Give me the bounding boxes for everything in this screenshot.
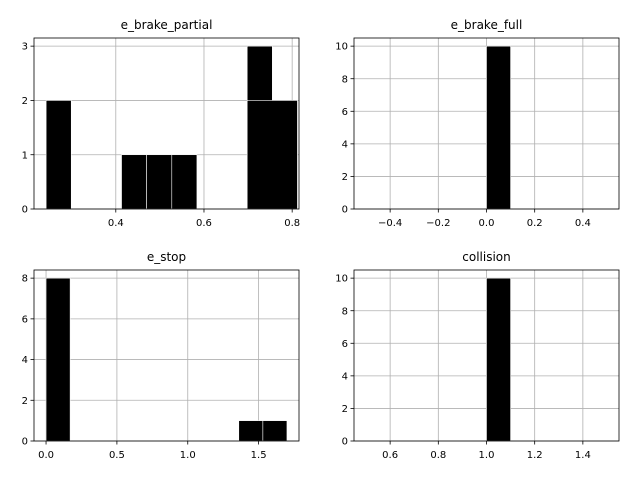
x-tick-label: −0.2 — [426, 218, 450, 229]
histogram-overlay-bar — [246, 100, 298, 210]
y-tick-label: 10 — [335, 42, 348, 53]
x-tick-label: 1.5 — [251, 450, 267, 461]
y-tick-label: 3 — [22, 42, 28, 53]
y-tick-label: 0 — [342, 437, 348, 448]
plot-area — [34, 270, 299, 441]
histogram-bar — [171, 154, 198, 210]
y-tick-label: 8 — [22, 274, 28, 285]
y-tick-label: 2 — [22, 96, 28, 107]
y-tick-label: 6 — [342, 339, 348, 350]
panel-e-brake-full: −0.4 −0.2 0.0 0.2 0.4 0 2 4 6 8 10 e_brake_full — [335, 18, 620, 229]
y-tick-label: 2 — [342, 172, 348, 183]
histogram-bar — [121, 154, 147, 210]
histogram-bar — [486, 45, 511, 210]
y-tick-label: 0 — [22, 437, 28, 448]
panel-e-stop: 0.0 0.5 1.0 1.5 0 2 4 6 8 e_stop — [22, 250, 300, 461]
chart-title: e_stop — [147, 250, 186, 264]
y-tick-label: 6 — [342, 107, 348, 118]
y-tick-label: 10 — [335, 274, 348, 285]
histogram-bar — [238, 420, 264, 442]
x-tick-label: 1.0 — [180, 450, 196, 461]
chart-title: e_brake_full — [451, 18, 523, 32]
axes-frame — [33, 37, 300, 210]
chart-title: e_brake_partial — [121, 18, 213, 32]
x-tick-label: 1.4 — [575, 450, 591, 461]
panel-collision: 0.6 0.8 1.0 1.2 1.4 0 2 4 6 8 10 collision — [335, 250, 620, 461]
y-tick-label: 0 — [22, 205, 28, 216]
histogram-bar — [45, 100, 72, 210]
x-tick-label: 0.0 — [38, 450, 54, 461]
axes-frame — [33, 269, 300, 442]
x-tick-label: 0.4 — [108, 218, 124, 229]
x-tick-label: 1.2 — [527, 450, 543, 461]
x-tick-label: 1.0 — [479, 450, 495, 461]
y-tick-label: 8 — [342, 306, 348, 317]
y-tick-label: 4 — [22, 355, 28, 366]
y-tick-label: 2 — [22, 396, 28, 407]
x-tick-label: 0.6 — [382, 450, 398, 461]
y-tick-label: 4 — [342, 139, 348, 150]
y-tick-label: 4 — [342, 371, 348, 382]
x-tick-label: 0.8 — [284, 218, 300, 229]
x-tick-label: 0.5 — [109, 450, 125, 461]
y-tick-label: 2 — [342, 404, 348, 415]
y-tick-label: 1 — [22, 150, 28, 161]
histogram-bar — [146, 154, 173, 210]
panel-e-brake-partial: 0.4 0.6 0.8 0 1 2 3 e_brake_partial — [22, 18, 300, 229]
y-tick-label: 6 — [22, 314, 28, 325]
x-tick-label: 0.4 — [575, 218, 591, 229]
x-tick-label: 0.0 — [479, 218, 495, 229]
chart-title: collision — [462, 250, 510, 264]
x-tick-label: 0.2 — [527, 218, 543, 229]
histogram-bar — [486, 277, 511, 442]
histogram-bar — [45, 277, 71, 442]
y-tick-label: 0 — [342, 205, 348, 216]
y-tick-label: 8 — [342, 74, 348, 85]
x-tick-label: −0.4 — [378, 218, 402, 229]
histogram-bar — [262, 420, 288, 442]
x-tick-label: 0.8 — [430, 450, 446, 461]
x-tick-label: 0.6 — [196, 218, 212, 229]
